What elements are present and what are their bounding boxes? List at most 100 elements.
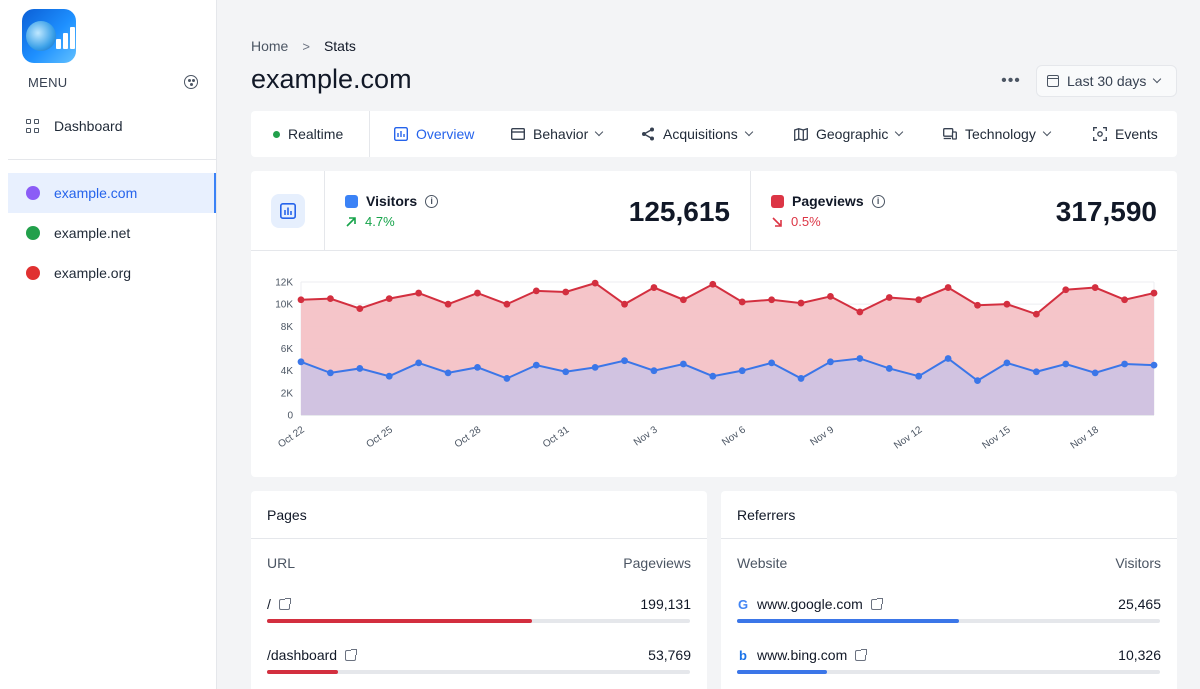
sidebar-item-example-com[interactable]: example.com	[8, 173, 216, 213]
external-link-icon[interactable]	[855, 648, 868, 661]
site-icon	[26, 266, 40, 280]
pageviews-point	[327, 295, 334, 303]
column-header-website[interactable]: Website	[737, 555, 788, 571]
stats-tabs: Realtime Overview Behavior Acquisitions	[251, 111, 1177, 157]
pageviews-point	[591, 279, 599, 287]
pageviews-point	[797, 299, 805, 307]
bar-chart-icon	[394, 127, 408, 141]
referrers-panel: Referrers Website Visitors G www.google.…	[721, 491, 1177, 689]
y-tick-label: 0	[287, 411, 293, 422]
tab-realtime[interactable]: Realtime	[251, 111, 369, 157]
pageviews-point	[827, 293, 834, 300]
tab-overview[interactable]: Overview	[370, 111, 511, 157]
pageviews-point	[415, 289, 423, 297]
column-header-url[interactable]: URL	[267, 555, 296, 571]
green-dot-icon	[273, 130, 280, 138]
external-link-icon[interactable]	[278, 597, 291, 610]
chart-toggle-button[interactable]	[271, 194, 305, 228]
chevron-right-icon: >	[302, 38, 310, 54]
tab-technology[interactable]: Technology	[943, 111, 1093, 157]
visitors-point	[591, 363, 599, 371]
visitors-point	[797, 375, 805, 382]
pages-panel: Pages URL Pageviews / 199,131 /dashboard…	[251, 491, 707, 689]
visitors-point	[415, 359, 423, 367]
table-row[interactable]: /dashboard	[267, 647, 358, 663]
x-tick-label: Oct 31	[541, 424, 572, 450]
visitors-point	[856, 355, 864, 362]
progress-fill	[267, 619, 533, 623]
tab-geographic[interactable]: Geographic	[794, 111, 943, 157]
tab-divider	[369, 111, 370, 157]
sidebar-item-dashboard[interactable]: Dashboard	[8, 106, 216, 146]
table-row[interactable]: /	[267, 596, 291, 612]
info-icon[interactable]: i	[425, 194, 439, 208]
calendar-icon	[1047, 75, 1059, 87]
table-row[interactable]: b www.bing.com	[737, 647, 868, 663]
tab-label: Overview	[416, 126, 475, 142]
share-nodes-icon	[642, 127, 654, 141]
visitors-point	[1062, 360, 1070, 368]
tab-label: Realtime	[288, 126, 344, 142]
pageviews-point	[915, 296, 923, 304]
tab-behavior[interactable]: Behavior	[511, 111, 641, 157]
visitors-point	[297, 358, 305, 366]
palette-icon[interactable]	[184, 75, 198, 89]
external-link-icon[interactable]	[345, 648, 358, 661]
x-tick-label: Nov 15	[980, 424, 1013, 451]
visitors-point	[974, 377, 981, 385]
arrow-down-right-icon	[772, 216, 782, 227]
column-header-pageviews[interactable]: Pageviews	[623, 555, 691, 571]
sidebar-item-example-org[interactable]: example.org	[8, 253, 216, 293]
progress-fill	[737, 670, 827, 674]
progress-fill	[737, 619, 959, 623]
tab-acquisitions[interactable]: Acquisitions	[641, 111, 794, 157]
referrer-domain: www.bing.com	[757, 647, 848, 663]
external-link-icon[interactable]	[870, 597, 883, 610]
page-pageviews: 53,769	[648, 647, 691, 663]
visitors-point	[827, 358, 834, 366]
column-header-visitors[interactable]: Visitors	[1115, 555, 1161, 571]
pageviews-point	[444, 300, 452, 308]
app-logo-icon[interactable]	[22, 9, 76, 63]
focus-target-icon	[1093, 127, 1107, 141]
browser-window-icon	[511, 128, 525, 140]
pageviews-point	[474, 289, 481, 297]
sidebar-item-example-net[interactable]: example.net	[8, 213, 216, 253]
date-range-label: Last 30 days	[1067, 73, 1147, 89]
pageviews-metric-toggle[interactable]: Pageviews i	[771, 193, 885, 209]
pageviews-point	[532, 287, 540, 295]
referrer-visitors: 10,326	[1118, 647, 1161, 663]
chevron-down-icon	[744, 127, 753, 137]
pageviews-point	[885, 294, 893, 301]
pageviews-line	[300, 282, 1155, 316]
progress-fill	[267, 670, 339, 674]
pageviews-point	[1062, 286, 1070, 294]
tab-events[interactable]: Events	[1093, 111, 1173, 157]
visitors-point	[621, 357, 628, 365]
breadcrumb-home[interactable]: Home	[251, 38, 289, 54]
visitors-change-value: 4.7%	[365, 214, 395, 229]
sidebar-item-label: example.org	[54, 265, 132, 281]
visitors-point	[709, 372, 717, 380]
pageviews-point	[944, 284, 952, 291]
page-url: /dashboard	[267, 647, 338, 663]
y-tick-label: 8K	[281, 322, 294, 333]
tab-label: Technology	[965, 126, 1036, 142]
visitors-point	[738, 367, 746, 375]
chevron-down-icon	[1042, 127, 1052, 137]
date-range-select[interactable]: Last 30 days	[1036, 65, 1177, 97]
info-icon[interactable]: i	[871, 194, 885, 208]
tab-label: Events	[1115, 126, 1158, 142]
table-row[interactable]: G www.google.com	[737, 596, 883, 612]
devices-icon	[943, 128, 957, 140]
more-options-button[interactable]: •••	[1001, 72, 1021, 89]
menu-label: MENU	[28, 74, 68, 90]
visitors-point	[385, 372, 393, 380]
referrer-visitors: 25,465	[1118, 596, 1161, 612]
arrow-up-right-icon	[346, 216, 356, 227]
visitors-metric-toggle[interactable]: Visitors i	[345, 193, 439, 209]
stats-header: Visitors i 4.7% 125,615 Pageviews i 0.5%…	[251, 171, 1177, 251]
visitors-point	[503, 375, 511, 382]
y-tick-label: 4K	[281, 366, 294, 377]
chevron-down-icon	[895, 127, 904, 137]
